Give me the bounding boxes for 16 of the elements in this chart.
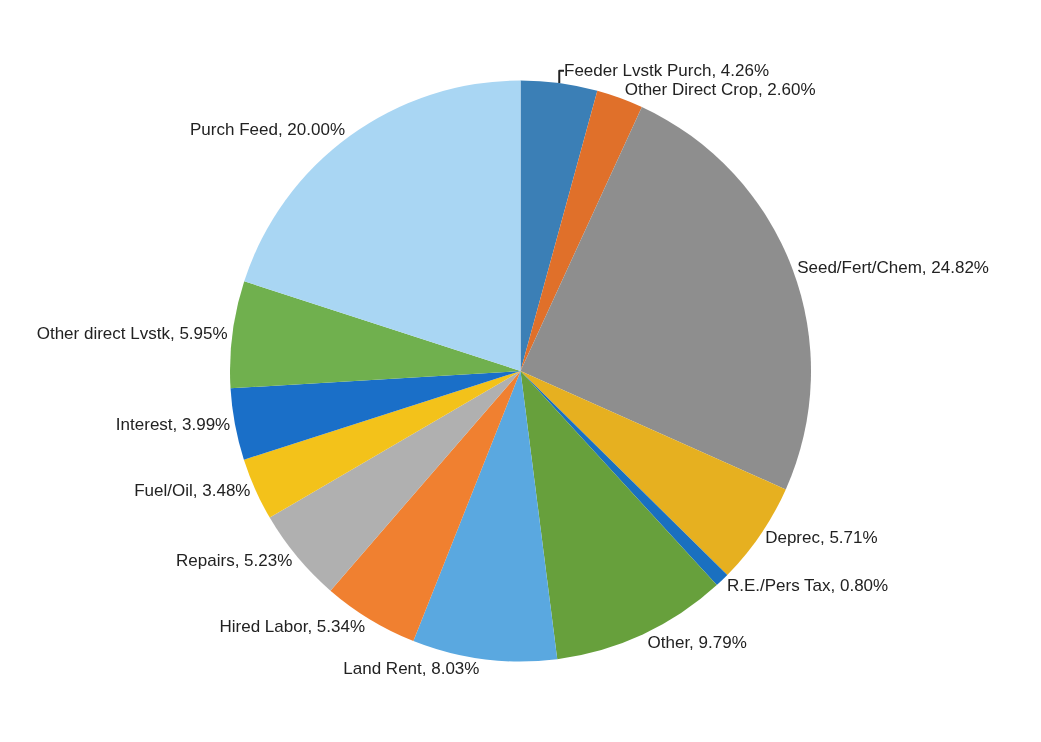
slice-label: Purch Feed, 20.00%	[190, 120, 345, 140]
slice-label: Other Direct Crop, 2.60%	[624, 80, 816, 100]
slice-label: Land Rent, 8.03%	[343, 659, 480, 679]
slice-label: Deprec, 5.71%	[765, 528, 878, 548]
pie-slice	[230, 281, 521, 389]
slice-label: Fuel/Oil, 3.48%	[134, 481, 251, 501]
slice-label: Repairs, 5.23%	[176, 551, 293, 571]
slice-label: R.E./Pers Tax, 0.80%	[726, 575, 889, 595]
slice-label: Feeder Lvstk Purch, 4.26%	[564, 61, 770, 81]
slice-label: Other, 9.79%	[647, 632, 747, 652]
slice-label: Interest, 3.99%	[115, 415, 231, 435]
pie-slice	[230, 371, 521, 460]
slice-label: Other direct Lvstk, 5.95%	[36, 324, 228, 344]
pie-slice	[413, 371, 558, 662]
slice-label: Hired Labor, 5.34%	[219, 616, 366, 636]
slice-label: Seed/Fert/Chem, 24.82%	[797, 257, 989, 277]
